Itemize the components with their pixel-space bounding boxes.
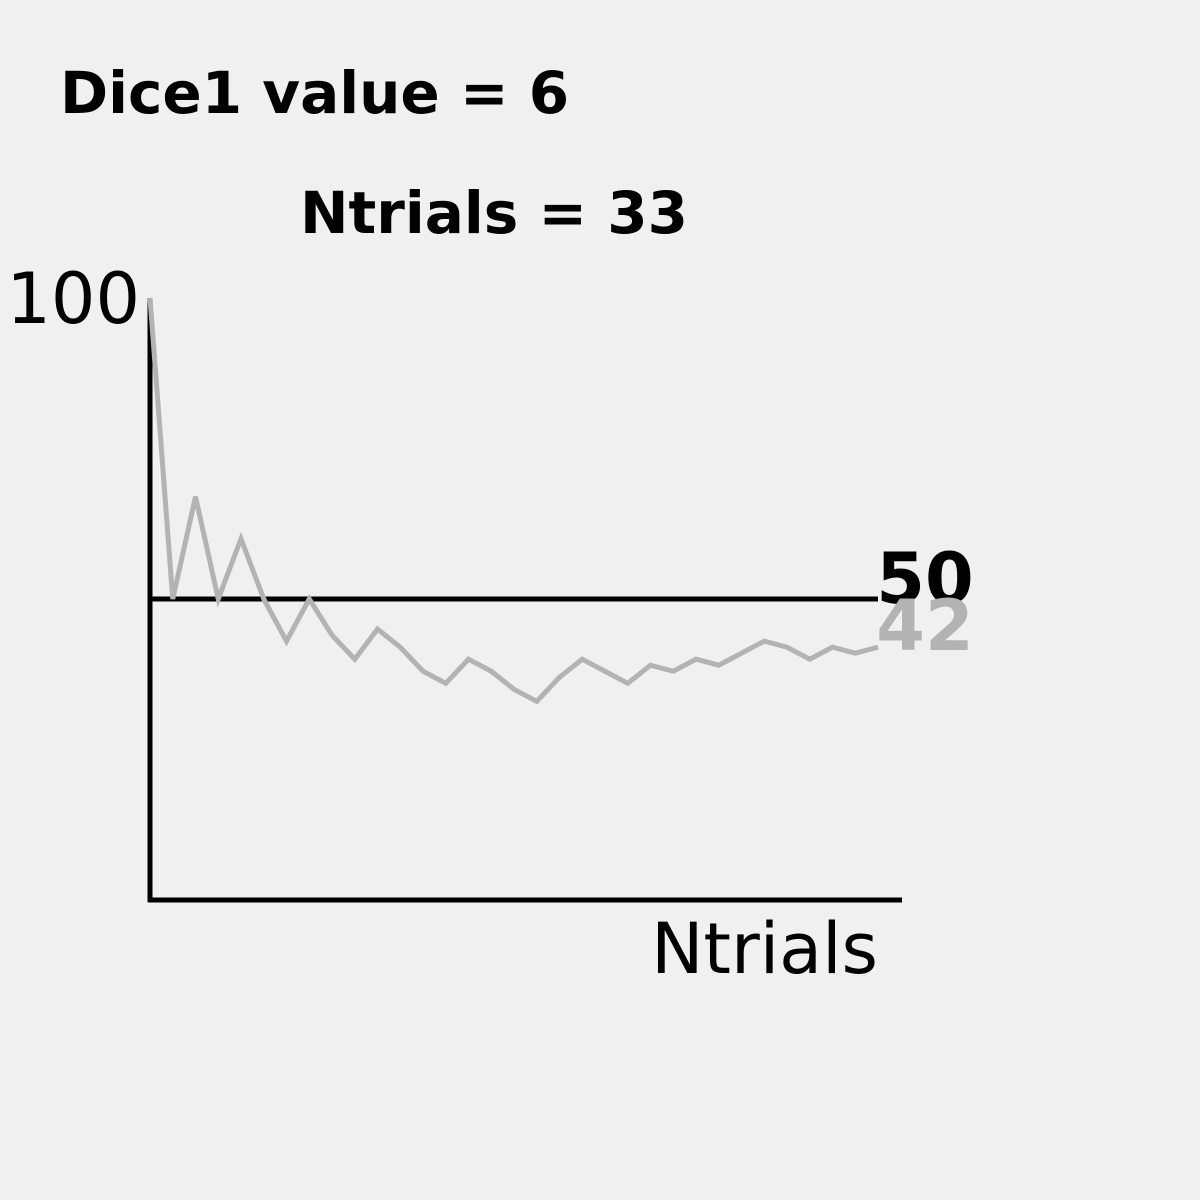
- y-tick-label-max: 100: [6, 258, 140, 340]
- series-end-label: 42: [876, 585, 973, 667]
- series-group: [147, 297, 879, 705]
- reference-line-end-label: 50: [876, 538, 973, 620]
- chart-title-dice-value: Dice1 value = 6: [60, 59, 570, 127]
- x-axis-label: Ntrials: [651, 908, 878, 990]
- chart-subtitle-ntrials: Ntrials = 33: [300, 179, 688, 247]
- series-line-0: [147, 297, 879, 705]
